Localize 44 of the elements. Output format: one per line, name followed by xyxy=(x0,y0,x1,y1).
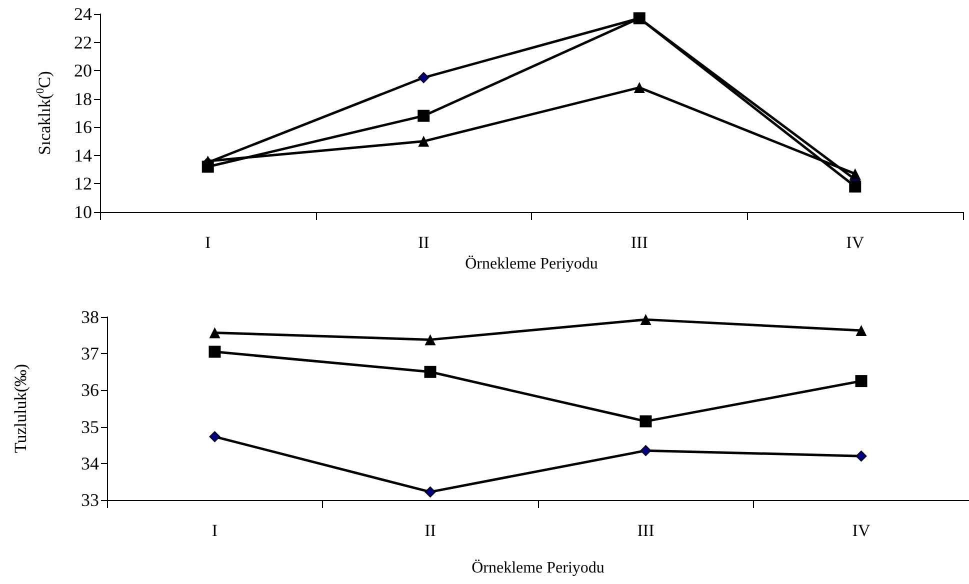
x-tick-label: II xyxy=(424,521,436,540)
point xyxy=(424,366,436,378)
y-tick-label: 34 xyxy=(81,453,99,474)
y-tick-label: 38 xyxy=(81,307,99,327)
point xyxy=(424,486,436,498)
x-axis-title: Örnekleme Periyodu xyxy=(472,560,604,576)
y-tick-label: 16 xyxy=(74,117,92,138)
y-tick-label: 14 xyxy=(74,145,92,166)
y-tick-label: 24 xyxy=(74,4,92,24)
point xyxy=(855,375,868,388)
y-tick-label: 12 xyxy=(74,174,92,194)
x-axis-title: Örnekleme Periyodu xyxy=(465,255,598,272)
y-tick-label: 20 xyxy=(74,60,92,81)
x-tick-label: III xyxy=(637,521,655,540)
point xyxy=(424,334,436,346)
y-tick-label: 33 xyxy=(81,490,99,510)
point xyxy=(418,72,430,84)
point xyxy=(634,82,645,94)
point xyxy=(850,168,861,180)
point xyxy=(640,314,652,326)
y-tick-label: 36 xyxy=(81,380,99,400)
y-axis-title: Tuzluluk(‰) xyxy=(11,364,30,454)
point xyxy=(209,431,220,442)
x-tick-label: I xyxy=(212,521,218,540)
point xyxy=(640,445,652,456)
y-tick-label: 10 xyxy=(74,202,92,222)
point xyxy=(856,450,867,462)
x-tick-label: IV xyxy=(846,233,865,252)
y-tick-label: 35 xyxy=(81,416,99,437)
x-tick-label: III xyxy=(630,233,648,252)
y-tick-label: 37 xyxy=(81,344,99,364)
point xyxy=(418,110,430,122)
point xyxy=(849,180,862,193)
x-tick-label: II xyxy=(418,233,430,252)
point xyxy=(856,325,867,336)
point xyxy=(209,327,220,338)
point xyxy=(208,346,221,358)
point xyxy=(640,415,652,428)
x-tick-label: I xyxy=(205,233,212,252)
point xyxy=(418,136,430,147)
y-tick-label: 22 xyxy=(74,32,92,52)
x-tick-label: IV xyxy=(852,521,871,540)
y-tick-label: 18 xyxy=(74,88,92,109)
y-axis-title: Sıcaklık(0C) xyxy=(34,71,54,155)
